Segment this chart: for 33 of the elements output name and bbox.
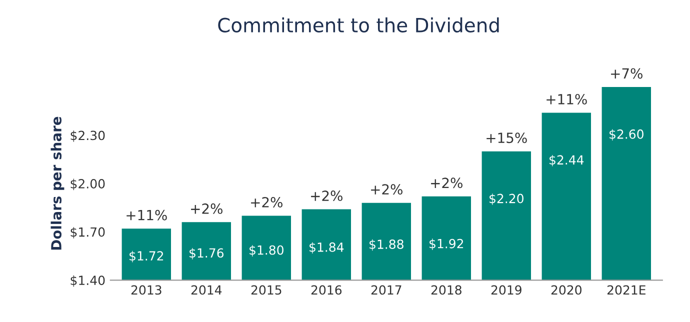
annotation: +2% bbox=[431, 178, 462, 188]
data-label: $1.84 bbox=[310, 242, 344, 254]
y-tick-label: $2.30 bbox=[70, 130, 105, 142]
annotation: +2% bbox=[251, 196, 282, 208]
y-tick-label: $1.40 bbox=[70, 275, 105, 287]
y-axis-title: Dollars per share bbox=[50, 116, 64, 250]
x-tick-label: 2015 bbox=[251, 285, 282, 295]
data-label: $2.44 bbox=[550, 154, 584, 166]
x-tick-label: 2019 bbox=[491, 285, 522, 295]
x-tick-label: 2020 bbox=[551, 285, 582, 295]
x-tick-label: 2018 bbox=[431, 285, 462, 295]
x-tick-label: 2016 bbox=[311, 285, 342, 295]
annotation: +2% bbox=[371, 184, 402, 195]
x-tick-label: 2013 bbox=[131, 285, 162, 295]
annotation: +15% bbox=[486, 132, 527, 144]
data-label: $1.80 bbox=[250, 245, 284, 256]
x-tick-label: 2021E bbox=[607, 285, 646, 295]
annotation: +2% bbox=[311, 190, 342, 202]
data-label: $2.60 bbox=[610, 129, 644, 141]
data-label: $1.92 bbox=[430, 238, 464, 250]
chart-title: Commitment to the Dividend bbox=[218, 17, 499, 32]
x-tick-label: 2017 bbox=[371, 285, 402, 295]
annotation: +2% bbox=[191, 203, 222, 214]
y-tick-label: $1.70 bbox=[70, 227, 105, 238]
data-label: $1.76 bbox=[190, 248, 224, 260]
annotation: +11% bbox=[546, 94, 587, 104]
data-label: $2.20 bbox=[490, 194, 524, 205]
data-label: $1.72 bbox=[130, 250, 164, 262]
annotation: +11% bbox=[126, 210, 167, 220]
data-label: $1.88 bbox=[370, 239, 404, 251]
annotation: +7% bbox=[611, 68, 642, 79]
x-tick-label: 2014 bbox=[191, 285, 222, 295]
y-tick-label: $2.00 bbox=[70, 178, 105, 190]
